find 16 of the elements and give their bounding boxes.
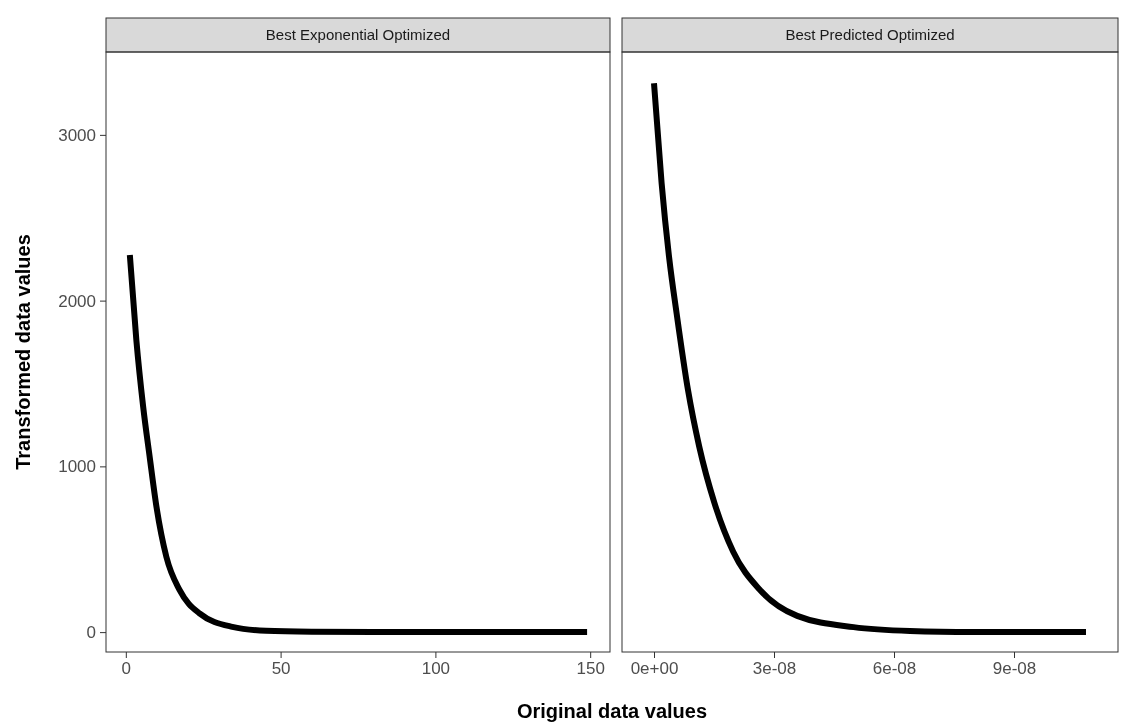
x-tick-label: 6e-08 (872, 659, 917, 679)
y-tick-label: 0 (86, 623, 96, 643)
y-tick-label: 1000 (58, 457, 96, 477)
x-tick-label: 3e-08 (752, 659, 797, 679)
y-tick-label: 2000 (58, 291, 96, 311)
x-axis-title: Original data values (516, 700, 708, 722)
x-tick-label: 50 (271, 659, 291, 679)
x-tick-label: 150 (576, 659, 605, 679)
x-tick-label: 9e-08 (992, 659, 1037, 679)
y-tick-label: 3000 (58, 125, 96, 145)
chart-title: Best Exponential Optimized (265, 26, 451, 43)
x-tick-label: 0 (121, 659, 132, 679)
y-axis-title: Transformed data values (12, 234, 34, 470)
x-tick-label: 0e+00 (630, 659, 679, 679)
chart-title: Best Predicted Optimized (785, 26, 955, 43)
x-tick-label: 100 (421, 659, 451, 679)
